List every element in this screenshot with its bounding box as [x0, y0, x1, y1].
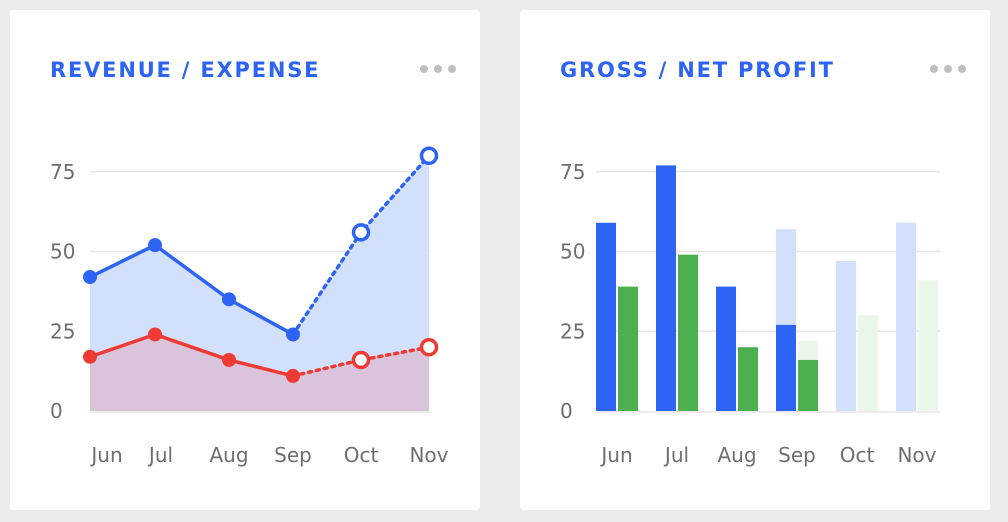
revenue-expense-card: REVENUE / EXPENSE 0 25 50 75 Jun Jul Aug Sep Oct…: [10, 10, 480, 510]
revenue-expense-chart: 0 25 50 75 Jun Jul Aug Sep Oct Nov: [50, 146, 449, 467]
y-tick-label: 0: [50, 399, 63, 423]
series-line: [89, 332, 294, 378]
more-options-icon[interactable]: [420, 60, 456, 78]
data-point-projected: [351, 350, 371, 370]
x-tick-label: Sep: [778, 443, 816, 467]
gross-net-profit-card: GROSS / NET PROFIT 0 25 50 75 Jun Jul Aug Sep Oc…: [520, 10, 990, 510]
bar-projected: [918, 280, 938, 411]
gross-net-profit-chart: 0 25 50 75 Jun Jul Aug Sep Oct Nov: [560, 160, 940, 467]
series-area: [90, 334, 429, 411]
card-title: GROSS / NET PROFIT: [560, 58, 835, 82]
data-point: [83, 270, 97, 285]
data-point-projected: [419, 337, 439, 357]
data-point: [148, 238, 162, 253]
bar: [618, 286, 638, 411]
y-tick-label: 50: [560, 240, 585, 264]
data-point: [148, 327, 162, 342]
x-tick-label: Aug: [209, 443, 248, 467]
y-tick-label: 50: [50, 240, 75, 264]
y-tick-label: 75: [50, 160, 75, 184]
bar: [776, 324, 796, 411]
y-tick-label: 25: [50, 319, 75, 343]
y-tick-label: 75: [560, 160, 585, 184]
data-point: [83, 349, 97, 364]
x-tick-label: Sep: [274, 443, 312, 467]
data-point: [286, 368, 300, 383]
bar: [656, 165, 676, 411]
data-point-projected: [351, 223, 371, 242]
data-point-projected: [419, 146, 439, 166]
x-tick-label: Aug: [717, 443, 756, 467]
series-line-projected: [291, 345, 431, 378]
x-tick-label: Jun: [89, 443, 122, 467]
bar: [678, 254, 698, 411]
bar-projected: [836, 261, 856, 411]
bar: [798, 359, 818, 411]
x-tick-label: Jun: [599, 443, 632, 467]
more-options-icon[interactable]: [930, 60, 966, 78]
series-line: [89, 243, 294, 336]
bar-projected: [896, 222, 916, 411]
y-tick-label: 0: [560, 399, 573, 423]
bar: [596, 222, 616, 411]
x-tick-label: Nov: [409, 443, 448, 467]
data-point: [222, 292, 236, 307]
bar-projected: [858, 315, 878, 411]
x-tick-label: Oct: [344, 443, 379, 467]
x-tick-label: Jul: [663, 443, 689, 467]
data-point: [286, 327, 300, 342]
bar: [716, 286, 736, 411]
card-title: REVENUE / EXPENSE: [50, 58, 321, 82]
x-tick-label: Oct: [840, 443, 875, 467]
x-tick-label: Nov: [897, 443, 936, 467]
bar: [738, 347, 758, 411]
x-tick-label: Jul: [147, 443, 173, 467]
data-point: [222, 352, 236, 367]
y-tick-label: 25: [560, 319, 585, 343]
